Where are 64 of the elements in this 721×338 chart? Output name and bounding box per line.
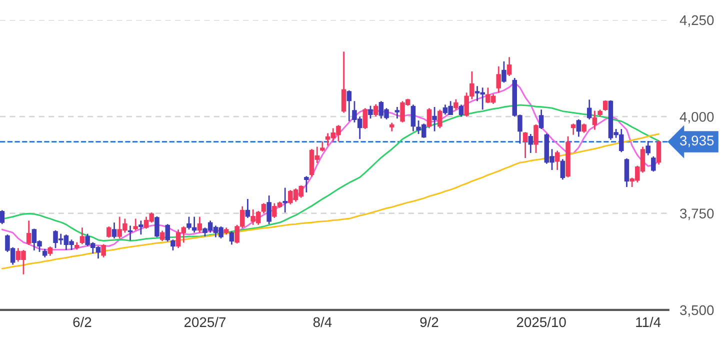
candlestick [592, 110, 598, 130]
candlestick [410, 104, 416, 132]
y-tick-label: 3,750 [680, 208, 714, 220]
candlestick [373, 104, 378, 118]
candlestick [656, 140, 662, 166]
candlestick [602, 100, 608, 112]
candlestick [261, 202, 266, 214]
candlestick [282, 187, 288, 214]
candlestick [266, 194, 272, 225]
candlestick [651, 156, 656, 172]
candlestick [112, 222, 117, 240]
candlestick [586, 98, 592, 120]
candlestick [346, 90, 352, 122]
candlestick [560, 158, 566, 180]
candlestick [624, 158, 630, 188]
candlestick [362, 107, 368, 130]
candlestick [576, 118, 582, 138]
y-tick-label: 4,250 [680, 15, 714, 27]
x-tick-label: 8/4 [313, 316, 332, 328]
candlestick [138, 220, 144, 236]
candlestick [458, 104, 464, 118]
candlestick [502, 60, 506, 84]
candlestick [154, 216, 160, 238]
candlestick [538, 108, 544, 130]
candlestick [426, 107, 432, 129]
y-tick-label: 3,500 [680, 305, 714, 317]
candlestick [48, 246, 53, 257]
line-series [1, 133, 660, 270]
x-tick-label: 2025/10 [516, 316, 566, 328]
candlestick [522, 131, 528, 159]
candlestick [528, 133, 534, 154]
candlestick [80, 226, 85, 245]
candlestick [506, 56, 512, 77]
candlestick [320, 140, 325, 152]
candlestick [554, 150, 560, 171]
candlestick [496, 66, 501, 94]
candlestick [341, 50, 346, 114]
candlestick [454, 98, 458, 110]
candlestick [165, 223, 170, 242]
x-tick-label: 2025/7 [184, 316, 226, 328]
y-tick-label: 4,000 [680, 112, 714, 124]
candlestick [570, 122, 576, 136]
ref-line-label: 3,935 [680, 136, 714, 148]
candlestick [133, 218, 138, 231]
x-tick-label: 9/2 [420, 316, 438, 328]
candlestick [160, 230, 165, 242]
candlestick [304, 175, 309, 194]
candlestick [368, 105, 373, 120]
candlestick [229, 230, 234, 246]
candlestick [534, 124, 538, 154]
candlestick [106, 226, 112, 238]
candlestick [582, 122, 586, 134]
candlestick [646, 140, 650, 156]
candlestick [170, 238, 176, 252]
candlestick [432, 106, 437, 132]
candlestick [101, 244, 106, 258]
candlestick [197, 216, 202, 234]
candlestick [438, 108, 442, 129]
x-tick-label: 11/4 [636, 316, 661, 328]
x-tick-label: 6/2 [73, 316, 92, 328]
candlestick [394, 106, 400, 120]
candlestick [0, 209, 5, 225]
candlestick [26, 220, 32, 246]
candlestick [245, 198, 250, 219]
